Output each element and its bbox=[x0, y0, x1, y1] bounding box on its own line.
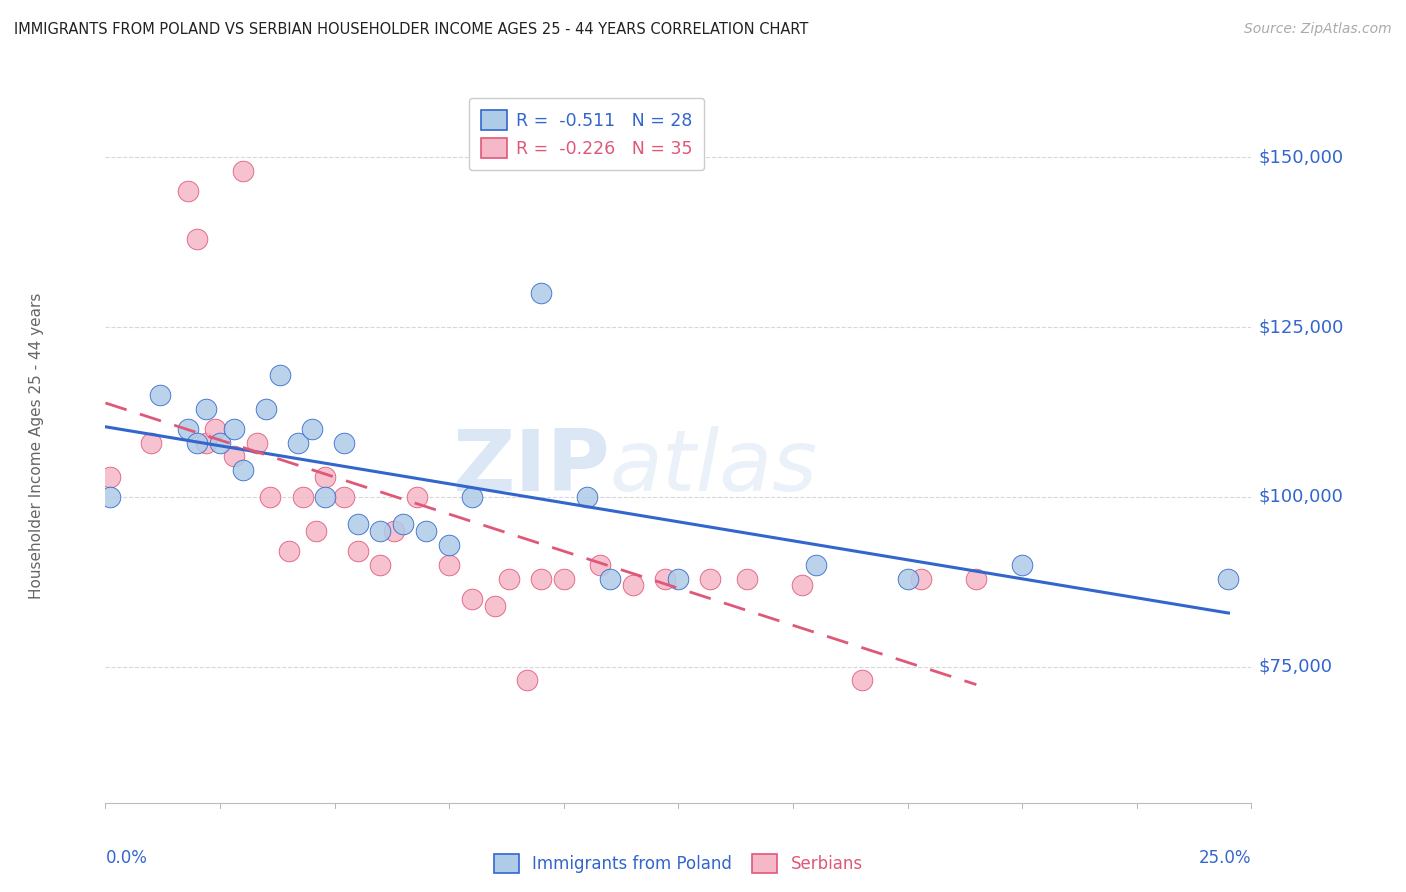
Point bbox=[792, 578, 814, 592]
Point bbox=[259, 490, 281, 504]
Point bbox=[346, 544, 368, 558]
Text: ZIP: ZIP bbox=[451, 425, 610, 509]
Point bbox=[851, 673, 873, 688]
Point bbox=[589, 558, 612, 572]
Point bbox=[141, 435, 163, 450]
Point bbox=[530, 572, 553, 586]
Point bbox=[346, 517, 368, 532]
Point bbox=[735, 572, 758, 586]
Point bbox=[406, 490, 429, 504]
Point bbox=[461, 591, 484, 606]
Point bbox=[195, 435, 218, 450]
Point bbox=[516, 673, 538, 688]
Point bbox=[333, 435, 356, 450]
Text: IMMIGRANTS FROM POLAND VS SERBIAN HOUSEHOLDER INCOME AGES 25 - 44 YEARS CORRELAT: IMMIGRANTS FROM POLAND VS SERBIAN HOUSEH… bbox=[14, 22, 808, 37]
Point bbox=[498, 572, 520, 586]
Point bbox=[177, 422, 200, 436]
Text: Householder Income Ages 25 - 44 years: Householder Income Ages 25 - 44 years bbox=[30, 293, 44, 599]
Point bbox=[186, 232, 208, 246]
Text: $150,000: $150,000 bbox=[1258, 148, 1344, 166]
Point bbox=[98, 490, 121, 504]
Point bbox=[666, 572, 689, 586]
Text: $125,000: $125,000 bbox=[1258, 318, 1344, 336]
Text: 0.0%: 0.0% bbox=[105, 849, 148, 867]
Point bbox=[314, 490, 336, 504]
Point bbox=[208, 435, 231, 450]
Point bbox=[437, 558, 460, 572]
Point bbox=[910, 572, 932, 586]
Point bbox=[370, 524, 392, 538]
Point bbox=[1218, 572, 1240, 586]
Point bbox=[301, 422, 323, 436]
Point bbox=[599, 572, 621, 586]
Point bbox=[246, 435, 269, 450]
Point bbox=[222, 449, 245, 463]
Point bbox=[621, 578, 644, 592]
Text: atlas: atlas bbox=[610, 425, 818, 509]
Point bbox=[98, 469, 121, 483]
Point bbox=[484, 599, 506, 613]
Point bbox=[277, 544, 299, 558]
Point bbox=[232, 163, 254, 178]
Point bbox=[370, 558, 392, 572]
Point bbox=[222, 422, 245, 436]
Point bbox=[553, 572, 575, 586]
Point bbox=[382, 524, 405, 538]
Point bbox=[699, 572, 721, 586]
Point bbox=[232, 463, 254, 477]
Text: $100,000: $100,000 bbox=[1258, 488, 1343, 506]
Point bbox=[654, 572, 676, 586]
Point bbox=[314, 469, 336, 483]
Point bbox=[291, 490, 314, 504]
Text: 25.0%: 25.0% bbox=[1199, 849, 1251, 867]
Point bbox=[333, 490, 356, 504]
Point bbox=[254, 401, 277, 416]
Point bbox=[415, 524, 437, 538]
Point bbox=[186, 435, 208, 450]
Legend: Immigrants from Poland, Serbians: Immigrants from Poland, Serbians bbox=[488, 847, 869, 880]
Point bbox=[530, 286, 553, 301]
Point bbox=[461, 490, 484, 504]
Text: $75,000: $75,000 bbox=[1258, 658, 1333, 676]
Point bbox=[195, 401, 218, 416]
Text: Source: ZipAtlas.com: Source: ZipAtlas.com bbox=[1244, 22, 1392, 37]
Point bbox=[269, 368, 291, 382]
Point bbox=[575, 490, 598, 504]
Point bbox=[392, 517, 415, 532]
Point bbox=[177, 184, 200, 198]
Point bbox=[204, 422, 226, 436]
Point bbox=[305, 524, 328, 538]
Point bbox=[1011, 558, 1033, 572]
Point bbox=[965, 572, 987, 586]
Point bbox=[287, 435, 309, 450]
Point bbox=[804, 558, 827, 572]
Point bbox=[897, 572, 920, 586]
Point bbox=[437, 537, 460, 551]
Point bbox=[149, 388, 172, 402]
